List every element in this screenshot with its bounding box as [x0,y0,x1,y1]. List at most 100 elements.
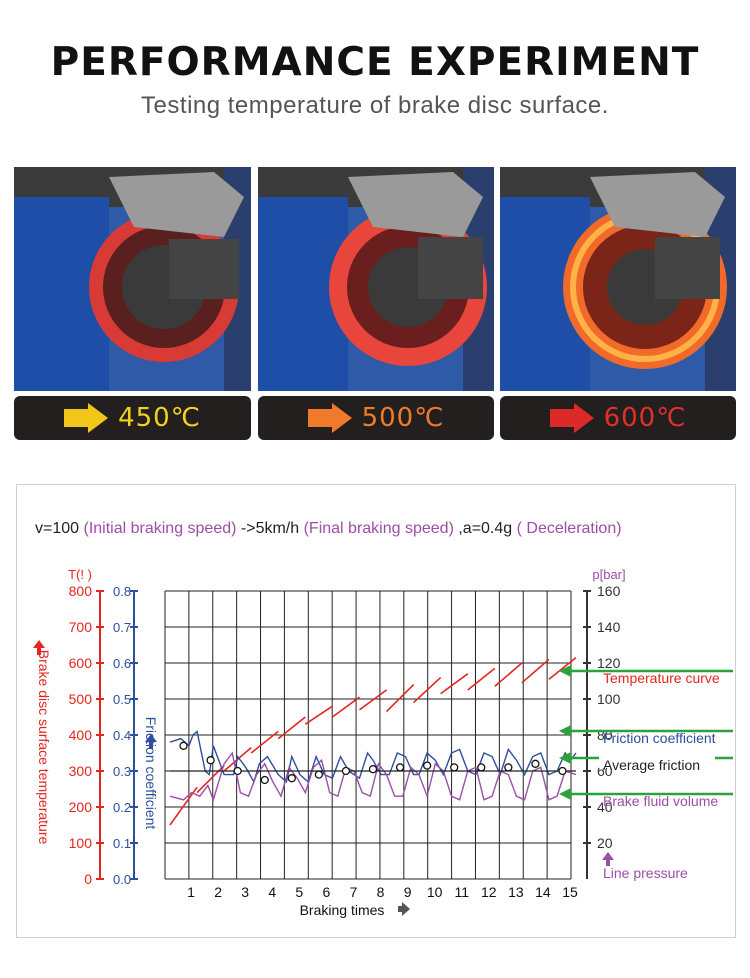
temperature-curve-segment [494,662,523,688]
page-subtitle: Testing temperature of brake disc surfac… [141,92,609,119]
x-tick-label: 3 [241,884,249,900]
temperature-tick-label: 700 [69,619,93,635]
pressure-tick-label: 40 [597,799,613,815]
temperature-curve-segment [385,684,415,713]
temperature-tick-label: 200 [69,799,93,815]
average-marker [450,763,459,772]
temperature-badge-600: 600℃ [500,396,736,440]
average-marker [233,766,242,776]
legend-label: Brake fluid volume [603,793,718,809]
temperature-curve-segment [196,765,225,794]
average-marker [504,763,513,772]
temperature-curve-segment [277,716,306,740]
legend-arrow-icon [559,788,571,800]
dotted-arrow-icon [549,403,594,433]
temperature-curve-segment [467,667,496,691]
friction-axis-label: Friction coefficient [143,717,159,830]
average-marker [287,774,296,783]
average-marker [368,765,378,774]
brake-disc-photo-600 [500,167,736,391]
legend-arrow-icon [559,665,571,677]
pressure-tick-label: 160 [597,583,621,599]
legend-arrow-icon [559,725,571,737]
dotted-arrow-icon [64,403,109,433]
friction-tick-label: 0.0 [113,872,131,887]
average-marker [422,761,432,770]
right-arrow-icon [398,902,410,916]
average-marker [531,759,540,768]
x-tick-label: 10 [427,884,443,900]
friction-line [169,730,577,784]
temperature-curve-segment [440,673,469,695]
x-axis-label: Braking times [300,902,385,918]
chart-title-part: ,a=0.4g [458,520,516,537]
x-tick-label: 2 [214,884,222,900]
up-arrow-icon [602,852,614,866]
chart-title-part: (Initial braking speed) [83,520,240,537]
temperature-curve-segment [548,656,577,680]
up-arrow-icon [33,640,45,655]
average-marker [206,756,215,765]
legend-label-background [599,746,715,768]
chart-title: v=100 (Initial braking speed) ->5km/h (F… [35,520,622,537]
average-marker [558,766,567,776]
pressure-tick-label: 140 [597,619,621,635]
brake-fluid-line [169,751,577,802]
temperature-curve-segment [304,705,333,725]
brake-disc-photo-500 [258,167,494,391]
up-arrow-icon [145,734,157,749]
temperature-value: 450℃ [118,403,201,433]
temperature-tick-label: 400 [69,727,93,743]
friction-tick-label: 0.2 [113,800,131,815]
friction-tick-label: 0.7 [113,620,131,635]
temperature-tick-label: 300 [69,763,93,779]
temperature-badge-500: 500℃ [258,396,494,440]
temperature-unit-label: T(! ) [68,567,92,582]
average-marker [314,770,324,779]
x-tick-label: 14 [535,884,551,900]
temperature-badge-450: 450℃ [14,396,251,440]
dotted-arrow-icon [307,403,352,433]
x-tick-label: 11 [454,884,469,900]
pressure-tick-label: 120 [597,655,621,671]
x-tick-label: 12 [481,884,497,900]
temperature-tick-label: 500 [69,691,93,707]
average-marker [260,775,269,785]
temperature-curve-segment [413,676,442,704]
legend-label: Friction coefficient [603,730,716,746]
chart-title-part: v=100 [35,520,83,537]
x-tick-label: 13 [508,884,524,900]
temperature-tick-label: 800 [69,583,93,599]
pressure-unit-label: p[bar] [592,567,625,582]
average-marker [395,763,405,772]
x-tick-label: 6 [323,884,331,900]
temperature-axis-label: Brake disc surface temperature [36,650,52,845]
temperature-curve-segment [331,696,360,718]
x-tick-label: 5 [295,884,303,900]
legend-label: Average friction [603,757,700,773]
friction-tick-label: 0.4 [113,728,131,743]
friction-tick-label: 0.3 [113,764,131,779]
average-marker [341,766,351,776]
x-tick-label: 15 [562,884,578,900]
chart-title-part: ( Deceleration) [517,520,622,537]
temperature-tick-label: 100 [69,835,93,851]
chart-title-part: (Final braking speed) [304,520,459,537]
average-marker [477,763,486,772]
pressure-tick-label: 100 [597,691,621,707]
temperature-curve-segment [250,730,279,754]
friction-tick-label: 0.5 [113,692,131,707]
x-tick-label: 7 [350,884,358,900]
x-tick-label: 8 [377,884,385,900]
pressure-tick-label: 20 [597,835,613,851]
temperature-curve-segment [358,689,388,711]
friction-tick-label: 0.8 [113,584,131,599]
friction-tick-label: 0.6 [113,656,131,671]
temperature-tick-label: 0 [84,871,92,887]
x-tick-label: 9 [404,884,412,900]
temperature-value: 500℃ [361,403,445,433]
x-tick-label: 1 [187,884,195,900]
legend-arrow-icon [559,752,571,764]
legend-label: Temperature curve [603,670,720,686]
chart-card: v=100 (Initial braking speed) ->5km/h (F… [16,484,736,938]
